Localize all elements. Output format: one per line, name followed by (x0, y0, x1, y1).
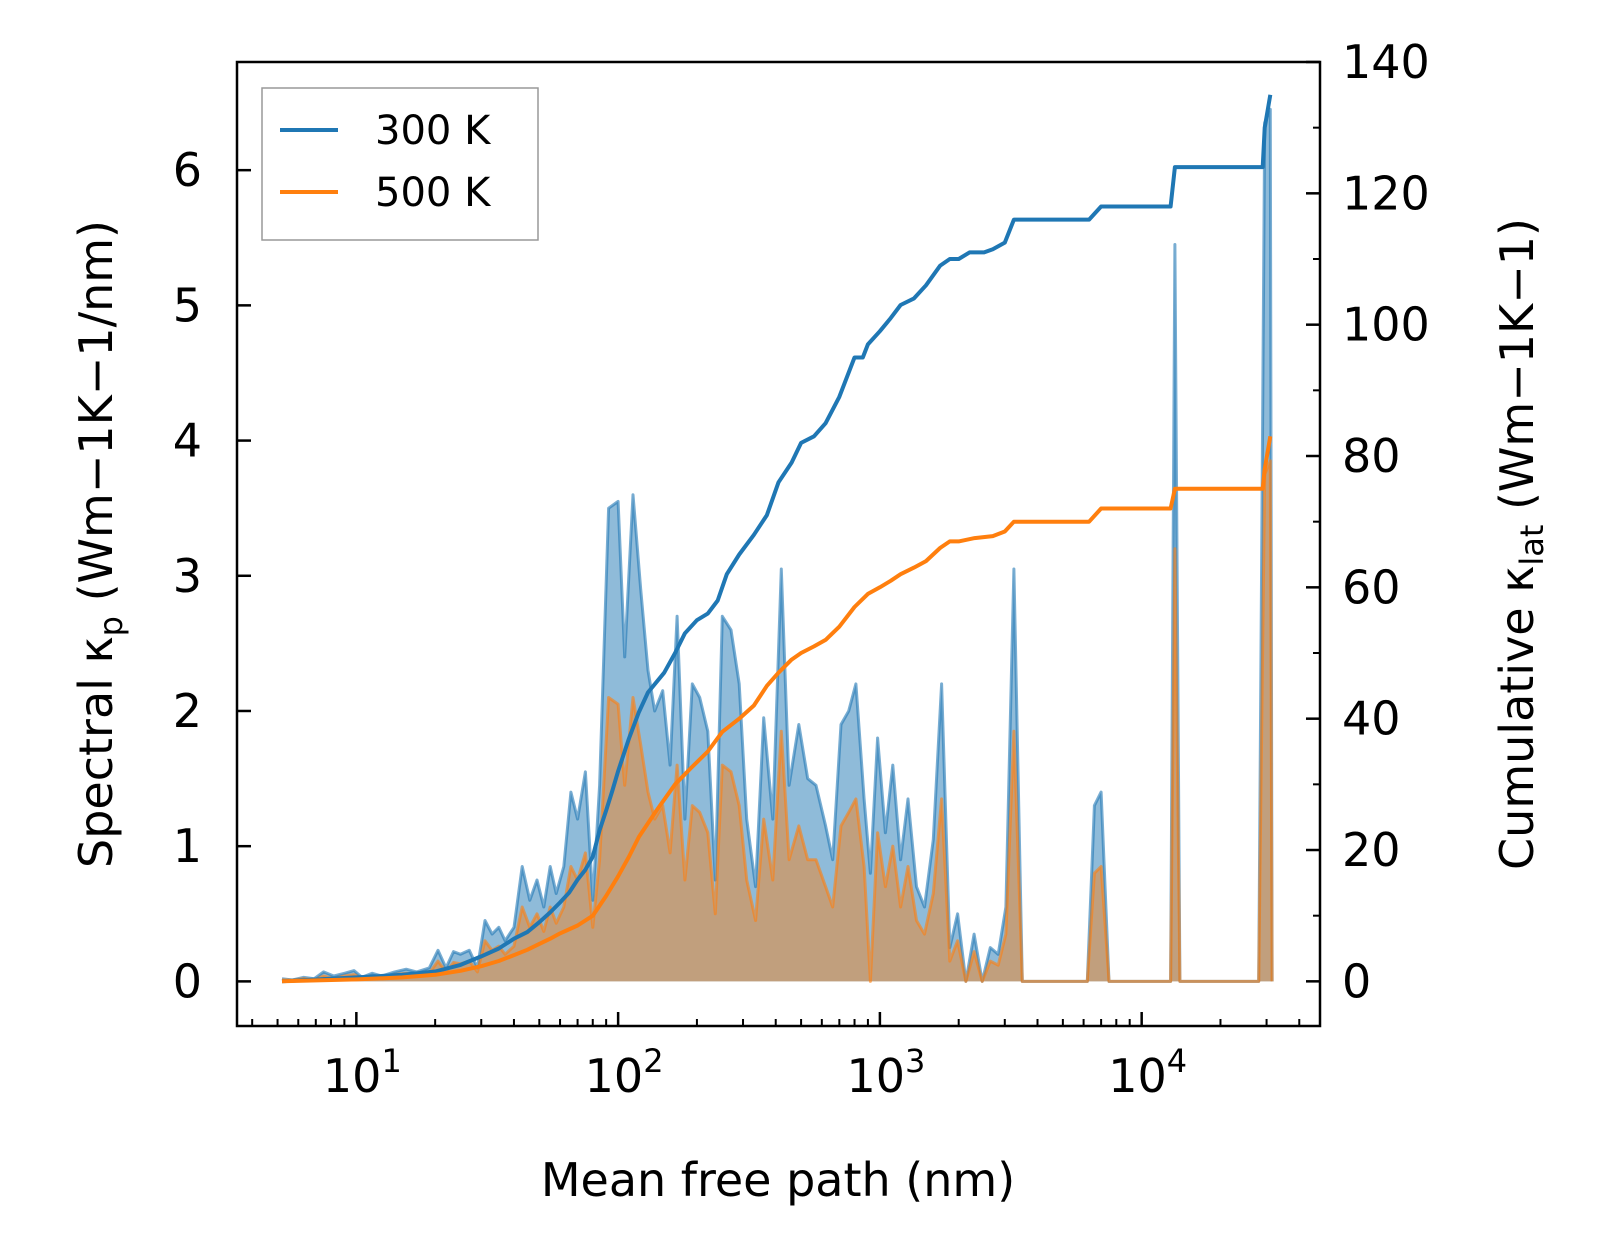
y-right-tick-label: 100 (1342, 298, 1430, 352)
x-tick-label-base: 10 (323, 1049, 382, 1103)
y-right-tick-label: 60 (1342, 560, 1401, 614)
spectral-layer (281, 107, 1274, 983)
y-left-tick-label: 6 (173, 143, 202, 197)
cumulative-layer (281, 94, 1273, 984)
legend-box (261, 87, 539, 241)
y-right-label-unit: (Wm−1K−1) (1490, 218, 1544, 525)
x-tick-label: 103 (846, 1042, 925, 1103)
y-right-label-main: Cumulative κ (1490, 566, 1544, 870)
x-tick-label-base: 10 (1108, 1049, 1167, 1103)
x-tick-label: 102 (585, 1042, 664, 1103)
x-tick-label-base: 10 (846, 1049, 905, 1103)
legend-label-500k: 500 K (375, 170, 492, 216)
y-right-label-sub: lat (1513, 525, 1551, 566)
y-left-label-main: Spectral κ (69, 636, 123, 868)
x-tick-label: 104 (1108, 1042, 1187, 1103)
y-left-tick-label: 2 (173, 684, 202, 738)
x-tick-label-exponent: 4 (1167, 1042, 1187, 1080)
y-right-tick-label: 120 (1342, 166, 1430, 220)
plot-frame (235, 60, 1322, 1028)
cumulative-line-500k (281, 435, 1273, 984)
y-right-tick-label: 0 (1342, 954, 1371, 1008)
x-tick-labels: 101 102 103 104 (323, 1042, 1187, 1103)
y-left-tick-label: 1 (173, 819, 202, 873)
spectral-area-500k (282, 460, 1273, 982)
y-left-label-sub: p (92, 616, 130, 636)
x-axis-label: Mean free path (nm) (541, 1153, 1015, 1207)
y-left-label-unit: (Wm−1K−1/nm) (69, 220, 123, 616)
x-tick-label-exponent: 1 (381, 1042, 401, 1080)
y-left-tick-labels: 0 1 2 3 4 5 6 (173, 143, 202, 1008)
y-left-tick-label: 3 (173, 549, 202, 603)
y-right-tick-label: 40 (1342, 692, 1401, 746)
y-left-axis-label: Spectral κp (Wm−1K−1/nm) (69, 220, 130, 868)
legend: 300 K 500 K (261, 87, 539, 241)
y-right-tick-label: 80 (1342, 429, 1401, 483)
y-right-tick-labels: 0 20 40 60 80 100 120 140 (1342, 35, 1430, 1008)
x-tick-label-exponent: 3 (905, 1042, 925, 1080)
y-left-tick-label: 5 (173, 278, 202, 332)
y-right-axis-label: Cumulative κlat (Wm−1K−1) (1490, 218, 1551, 870)
legend-label-300k: 300 K (375, 108, 492, 154)
x-tick-label: 101 (323, 1042, 402, 1103)
x-tick-label-exponent: 2 (643, 1042, 663, 1080)
cumulative-line-300k (281, 94, 1273, 984)
y-right-tick-label: 140 (1342, 35, 1430, 89)
y-left-tick-label: 0 (173, 954, 202, 1008)
spectral-line-500k (282, 459, 1274, 983)
ticks-layer (237, 60, 1320, 1026)
y-left-tick-label: 4 (173, 414, 202, 468)
y-right-tick-label: 20 (1342, 823, 1401, 877)
x-tick-label-base: 10 (585, 1049, 644, 1103)
